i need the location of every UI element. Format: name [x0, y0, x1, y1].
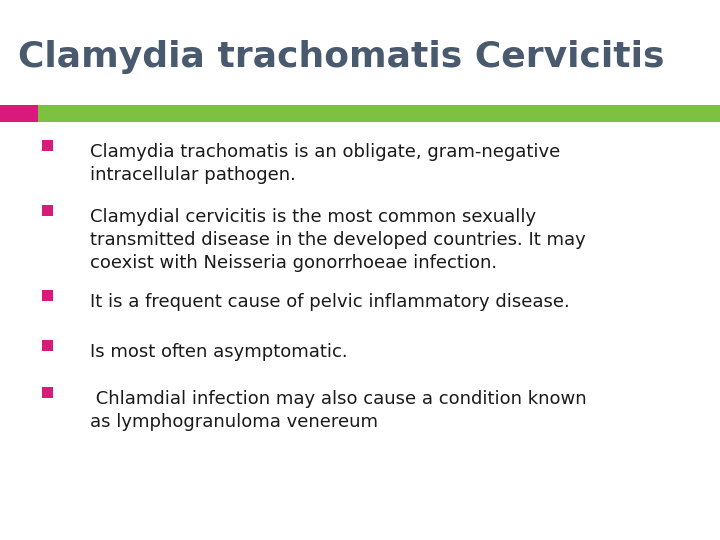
Bar [38, 105, 720, 122]
Text: Clamydia trachomatis Cervicitis: Clamydia trachomatis Cervicitis [18, 40, 665, 74]
Text: Is most often asymptomatic.: Is most often asymptomatic. [90, 343, 348, 361]
Bar [42, 289, 53, 300]
Text: Chlamdial infection may also cause a condition known
as lymphogranuloma venereum: Chlamdial infection may also cause a con… [90, 390, 587, 431]
Text: It is a frequent cause of pelvic inflammatory disease.: It is a frequent cause of pelvic inflamm… [90, 293, 570, 311]
Text: Clamydial cervicitis is the most common sexually
transmitted disease in the deve: Clamydial cervicitis is the most common … [90, 208, 586, 272]
Bar [42, 205, 53, 215]
Bar [42, 340, 53, 350]
Bar [42, 387, 53, 397]
Bar [42, 139, 53, 151]
Text: Clamydia trachomatis is an obligate, gram-negative
intracellular pathogen.: Clamydia trachomatis is an obligate, gra… [90, 143, 560, 184]
Bar [0, 105, 38, 122]
